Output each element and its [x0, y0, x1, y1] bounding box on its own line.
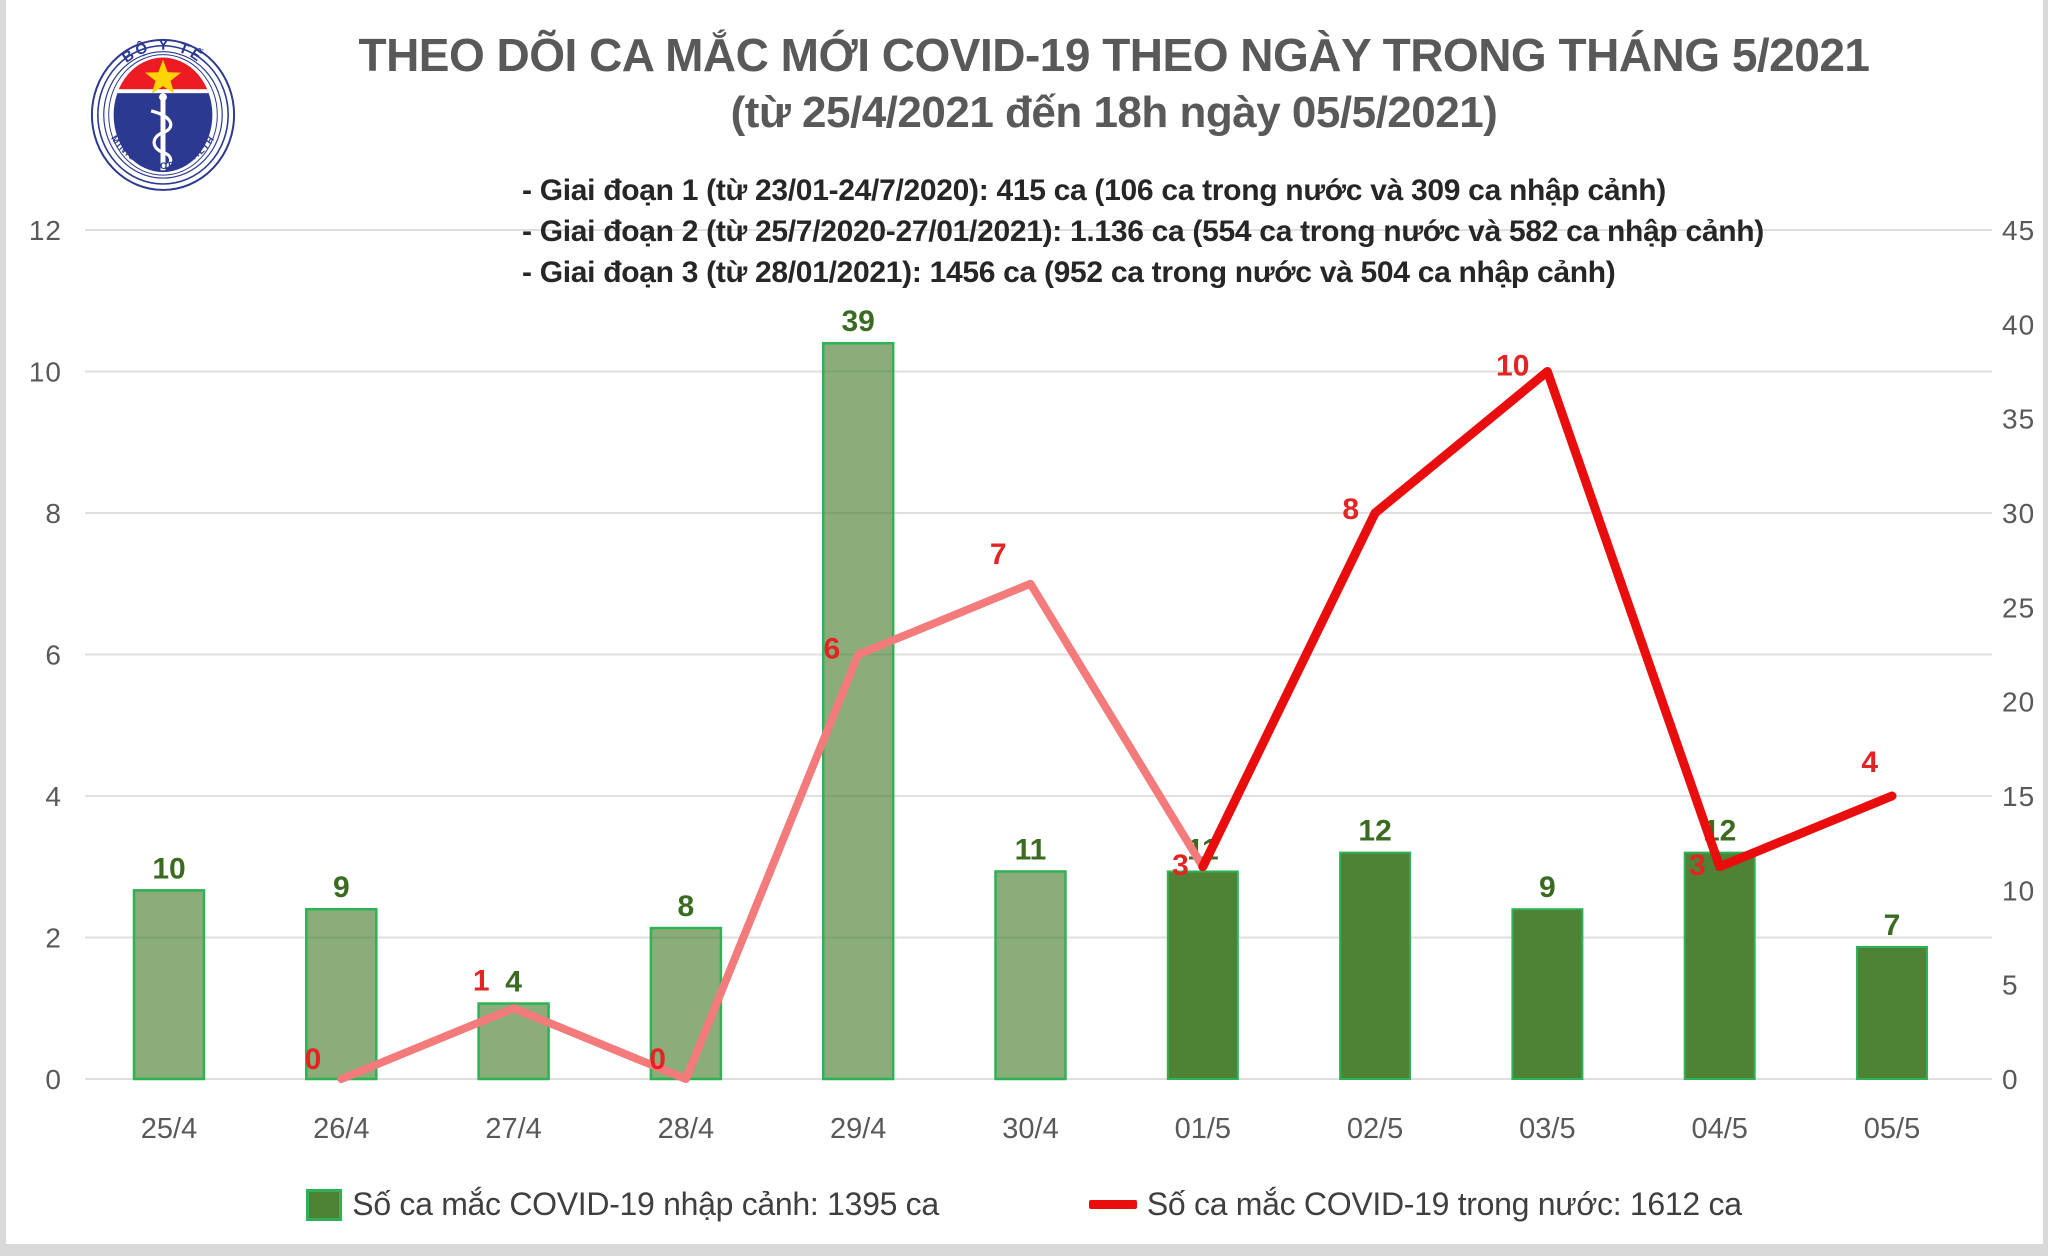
x-axis-category-label: 27/4 [485, 1113, 541, 1145]
bar [1511, 908, 1584, 1081]
case-line [337, 579, 1207, 1083]
bar-value-label: 10 [152, 852, 185, 885]
bar [1683, 851, 1756, 1080]
line-series-swatch-icon [1088, 1200, 1137, 1209]
right-axis-tick-label: 10 [2002, 875, 2035, 906]
chart-title-block: THEO DÕI CA MẮC MỚI COVID-19 THEO NGÀY T… [250, 26, 1978, 142]
bar-value-label: 9 [333, 871, 350, 904]
right-border [2043, 0, 2048, 1256]
left-axis-tick-label: 12 [29, 215, 62, 246]
x-axis-category-label: 26/4 [313, 1113, 369, 1145]
right-axis-tick-label: 15 [2002, 781, 2035, 812]
line-value-label: 6 [824, 633, 841, 666]
bar-series-swatch-icon [306, 1188, 343, 1221]
bar [1166, 870, 1239, 1081]
stage-1-annotation: - Giai đoạn 1 (từ 23/01-24/7/2020): 415 … [522, 174, 1666, 207]
right-axis-tick-label: 20 [2002, 687, 2035, 718]
stage-3-annotation: - Giai đoạn 3 (từ 28/01/2021): 1456 ca (… [522, 256, 1616, 289]
line-value-label: 3 [1172, 849, 1189, 882]
left-axis-tick-label: 8 [45, 498, 62, 529]
case-line [1198, 367, 1897, 872]
bar-value-label: 9 [1539, 871, 1556, 904]
logo-emblem [113, 57, 213, 173]
legend-item-domestic-cases: Số ca mắc COVID-19 trong nước: 1612 ca [1088, 1186, 1742, 1223]
right-axis-tick-label: 45 [2002, 215, 2035, 246]
x-axis-category-label: 30/4 [1002, 1113, 1058, 1145]
stage-2-annotation: - Giai đoạn 2 (từ 25/7/2020-27/01/2021):… [522, 215, 1764, 248]
x-axis-category-label: 03/5 [1519, 1113, 1575, 1145]
left-border [0, 0, 6, 1256]
bar-value-label: 4 [505, 966, 522, 999]
star-icon [144, 59, 182, 94]
line-value-label: 0 [649, 1043, 666, 1076]
bar-value-label: 11 [1015, 833, 1047, 866]
line-value-label: 0 [305, 1043, 322, 1076]
left-axis-tick-label: 0 [45, 1064, 62, 1095]
bar [1339, 851, 1412, 1080]
chart-title: THEO DÕI CA MẮC MỚI COVID-19 THEO NGÀY T… [358, 29, 1870, 81]
rod-of-asclepius-icon [150, 93, 173, 171]
line-value-label: 7 [990, 538, 1007, 571]
bar [132, 889, 206, 1081]
left-axis-tick-label: 10 [29, 357, 62, 388]
bottom-border [0, 1244, 2048, 1256]
bar [649, 926, 723, 1081]
left-axis-tick-label: 6 [45, 640, 62, 671]
legend-label-domestic: Số ca mắc COVID-19 trong nước: 1612 ca [1146, 1186, 1742, 1222]
right-axis-tick-label: 0 [2002, 1064, 2019, 1095]
x-axis-category-label: 28/4 [658, 1113, 714, 1145]
line-value-label: 10 [1496, 350, 1529, 383]
line-value-label: 1 [473, 964, 490, 997]
legend-item-imported-cases: Số ca mắc COVID-19 nhập cảnh: 1395 ca [306, 1186, 939, 1223]
x-axis-category-label: 29/4 [830, 1113, 886, 1145]
left-axis-tick-label: 4 [45, 781, 62, 812]
bar-value-label: 7 [1884, 909, 1901, 942]
bar-value-label: 8 [678, 890, 695, 923]
right-axis-tick-label: 25 [2002, 592, 2035, 623]
logo-rings [90, 38, 236, 191]
x-axis-category-label: 25/4 [141, 1113, 197, 1145]
line-value-label: 4 [1861, 746, 1878, 779]
right-axis-tick-label: 40 [2002, 309, 2035, 340]
bar [1856, 945, 1928, 1081]
line-value-label: 3 [1689, 849, 1706, 882]
chart-legend: Số ca mắc COVID-19 nhập cảnh: 1395 ca Số… [0, 1186, 2048, 1223]
bar-value-label: 12 [1358, 815, 1391, 848]
stage-annotations: - Giai đoạn 1 (từ 23/01-24/7/2020): 415 … [522, 170, 1764, 293]
right-axis-tick-label: 35 [2002, 404, 2035, 435]
bar [994, 870, 1067, 1081]
chart-subtitle: (từ 25/4/2021 đến 18h ngày 05/5/2021) [730, 88, 1498, 137]
x-axis-category-label: 01/5 [1175, 1113, 1231, 1145]
right-axis-tick-label: 5 [2002, 970, 2019, 1001]
left-axis-tick-label: 2 [45, 923, 62, 954]
ministry-of-health-logo: BỘ Y TẾ MINISTRY OF HEALTH [90, 37, 236, 191]
x-axis-category-label: 04/5 [1691, 1113, 1747, 1145]
bar-value-label: 39 [842, 305, 875, 338]
x-axis-category-label: 02/5 [1347, 1113, 1403, 1145]
x-axis-category-label: 05/5 [1864, 1113, 1920, 1145]
legend-label-imported: Số ca mắc COVID-19 nhập cảnh: 1395 ca [352, 1186, 939, 1222]
bar [305, 907, 378, 1081]
line-value-label: 8 [1342, 493, 1359, 526]
right-axis-tick-label: 30 [2002, 498, 2035, 529]
